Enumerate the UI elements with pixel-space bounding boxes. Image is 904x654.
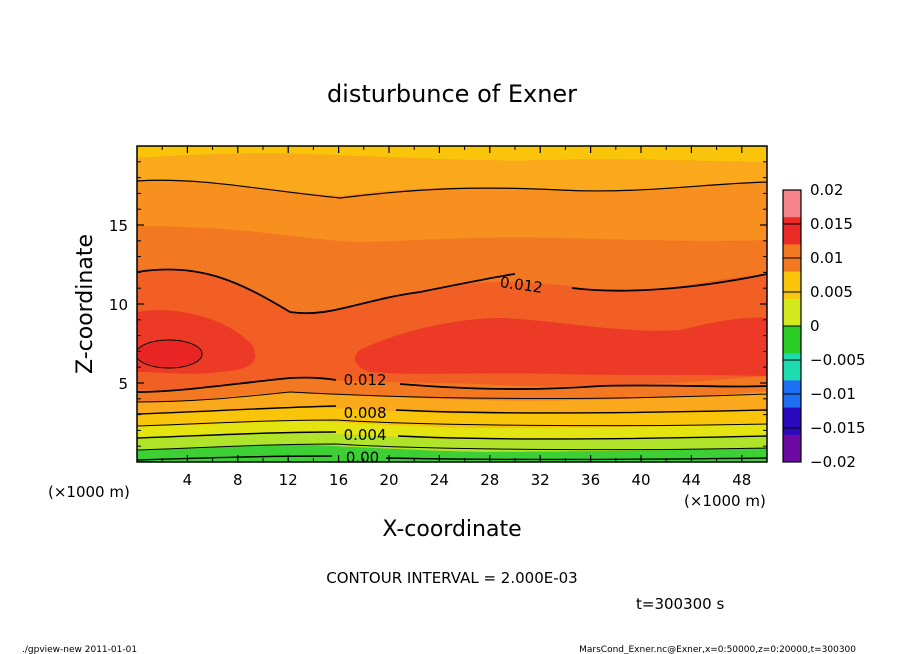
footer-right: MarsCond_Exner.nc@Exner,x=0:50000,z=0:20…: [579, 645, 856, 654]
time-text: t=300300 s: [636, 595, 724, 613]
fill-red-core-right: [354, 317, 767, 376]
contour-line-0.000-b: [385, 457, 767, 461]
x-tick-label: 36: [581, 471, 600, 489]
contour-line-0.012-lower-a: [137, 376, 337, 393]
z-unit-label: (×1000 m): [48, 483, 130, 501]
y-axis-label: Z-coordinate: [73, 234, 98, 374]
y-axis-ticks: 5 10 15: [109, 161, 767, 447]
x-axis-ticks: 4 8 12 16 20 24 28 32 36 40 44 48: [161, 146, 751, 489]
contour-interval-text: CONTOUR INTERVAL = 2.000E-03: [326, 569, 577, 587]
colorbar-tick-label: 0: [810, 317, 820, 335]
colorbar-tick-label: 0.015: [810, 215, 853, 233]
contour-line-0.008-a: [137, 405, 337, 415]
x-tick-label: 28: [480, 471, 499, 489]
x-tick-label: 40: [631, 471, 650, 489]
contour-label: 0.008: [344, 404, 387, 422]
fill-upper-orange: [137, 153, 767, 196]
colorbar-swatch: [783, 298, 801, 327]
x-tick-label: 48: [732, 471, 751, 489]
colorbar-swatch: [783, 407, 801, 436]
colorbar-swatch: [783, 353, 801, 381]
colorbar-swatch: [783, 217, 801, 245]
fill-green: [137, 444, 767, 462]
fill-top-yellow: [137, 146, 767, 162]
y-tick-label: 5: [118, 375, 128, 393]
contour-line-0.004-a: [137, 431, 337, 439]
x-tick-label: 20: [379, 471, 398, 489]
colorbar-swatch: [783, 190, 801, 218]
contour-line-0.012-upper-b: [571, 273, 767, 292]
fill-lime: [137, 432, 767, 452]
contour-line-0.012-lower-b: [399, 383, 767, 390]
contour-line-0.006: [137, 419, 767, 427]
chart-title: disturbunce of Exner: [327, 80, 577, 108]
x-unit-label: (×1000 m): [684, 492, 766, 510]
x-tick-label: 12: [279, 471, 298, 489]
y-tick-label: 15: [109, 217, 128, 235]
colorbar-tick-label: 0.01: [810, 249, 843, 267]
x-tick-label: 44: [682, 471, 701, 489]
x-tick-label: 8: [233, 471, 243, 489]
contour-line-top: [137, 179, 767, 199]
contour-line-0.000-a: [137, 455, 333, 461]
contour-line-0.012-upper-a: [137, 268, 516, 315]
contour-label: 0.00: [346, 448, 379, 466]
x-tick-label: 32: [531, 471, 550, 489]
colorbar-tick-label: −0.02: [810, 453, 856, 471]
x-tick-label: 24: [430, 471, 449, 489]
colorbar: 0.02 0.015 0.01 0.005 0 −0.005 −0.01 −0.015 −0.0…: [782, 181, 866, 471]
contour-fill-layer: [137, 146, 767, 462]
y-tick-label: 10: [109, 296, 128, 314]
fill-yellow: [137, 406, 767, 428]
contour-line-0.008-b: [395, 409, 767, 414]
fill-red-blob: [137, 341, 201, 367]
contour-label: 0.012: [499, 273, 544, 297]
x-tick-label: 4: [183, 471, 193, 489]
fill-lower-lightorange: [137, 392, 767, 414]
footer-left: ./gpview-new 2011-01-01: [22, 645, 137, 654]
contour-line-0.011: [137, 391, 767, 403]
colorbar-swatch: [783, 434, 801, 463]
fill-lower-orange: [137, 376, 767, 403]
colorbar-tick-label: −0.01: [810, 385, 856, 403]
x-tick-label: 16: [329, 471, 348, 489]
contour-line-layer: [137, 179, 767, 461]
colorbar-tick-label: −0.005: [810, 351, 866, 369]
colorbar-swatch: [783, 271, 801, 300]
x-axis-label: X-coordinate: [382, 517, 521, 542]
contour-label: 0.012: [344, 371, 387, 389]
contour-line-0.002: [137, 443, 767, 451]
fill-yellow-green: [137, 420, 767, 440]
colorbar-swatch: [783, 326, 801, 354]
contour-labels: 0.012 0.012 0.008 0.004 0.00: [344, 273, 544, 466]
colorbar-tick-label: 0.02: [810, 181, 843, 199]
contour-line-0.004-b: [397, 435, 767, 440]
colorbar-tick-label: 0.005: [810, 283, 853, 301]
contour-line-blob: [137, 339, 203, 369]
contour-label: 0.004: [344, 426, 387, 444]
colorbar-tick-label: −0.015: [810, 419, 866, 437]
fill-middle-orange: [137, 179, 767, 242]
